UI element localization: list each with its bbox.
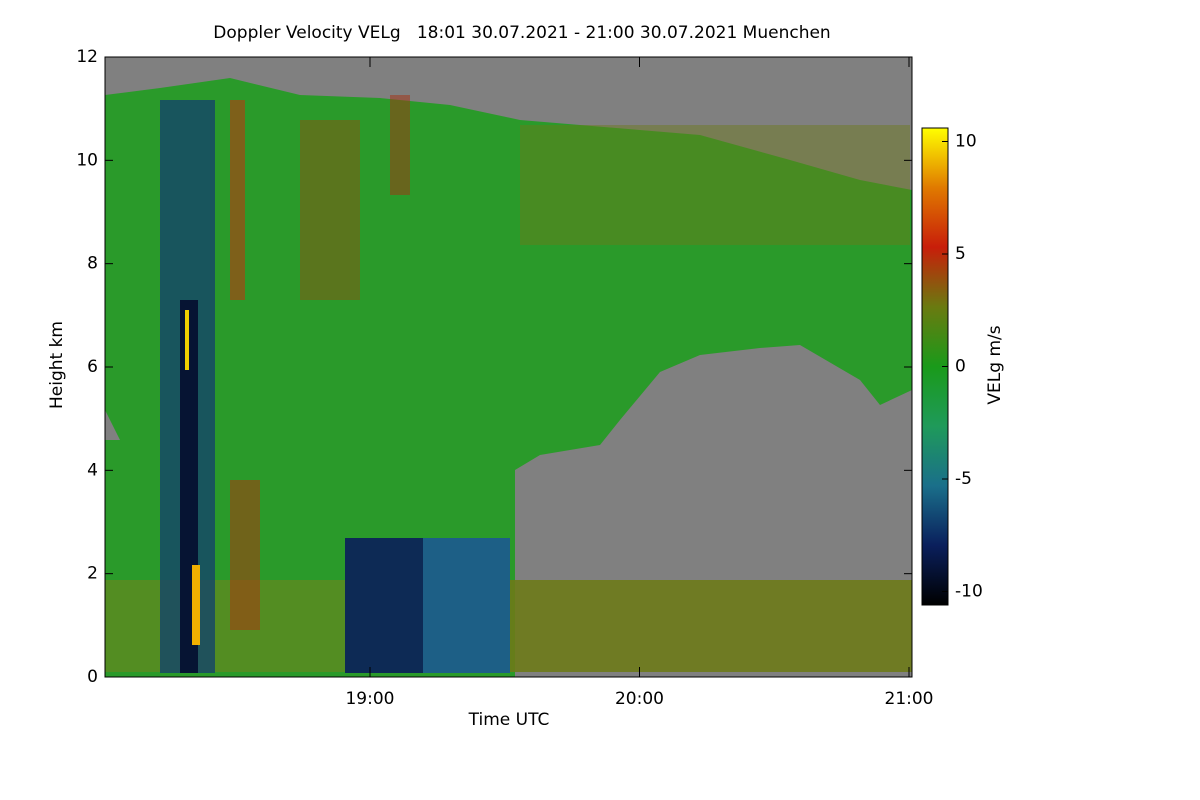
colorbar-tick-label: -5 xyxy=(955,469,972,489)
y-tick-label: 2 xyxy=(87,564,98,584)
x-tick-label: 19:00 xyxy=(345,689,394,709)
chart-title: Doppler Velocity VELg 18:01 30.07.2021 -… xyxy=(213,23,830,43)
colorbar-label: VELg m/s xyxy=(985,325,1005,404)
y-tick-label: 12 xyxy=(76,47,98,67)
y-tick-label: 4 xyxy=(87,460,98,480)
y-tick-label: 0 xyxy=(87,667,98,687)
colorbar-tick-label: 10 xyxy=(955,132,977,152)
x-tick-label: 21:00 xyxy=(885,689,934,709)
x-axis-label: Time UTC xyxy=(468,710,550,730)
colorbar-tick-label: 5 xyxy=(955,244,966,264)
y-tick-label: 8 xyxy=(87,254,98,274)
colorbar-tick-label: -10 xyxy=(955,582,983,602)
colorbar-tick-label: 0 xyxy=(955,357,966,377)
y-axis-label: Height km xyxy=(47,321,67,409)
y-tick-label: 6 xyxy=(87,357,98,377)
y-tick-label: 10 xyxy=(76,150,98,170)
x-tick-label: 20:00 xyxy=(615,689,664,709)
velocity-field xyxy=(105,57,912,677)
